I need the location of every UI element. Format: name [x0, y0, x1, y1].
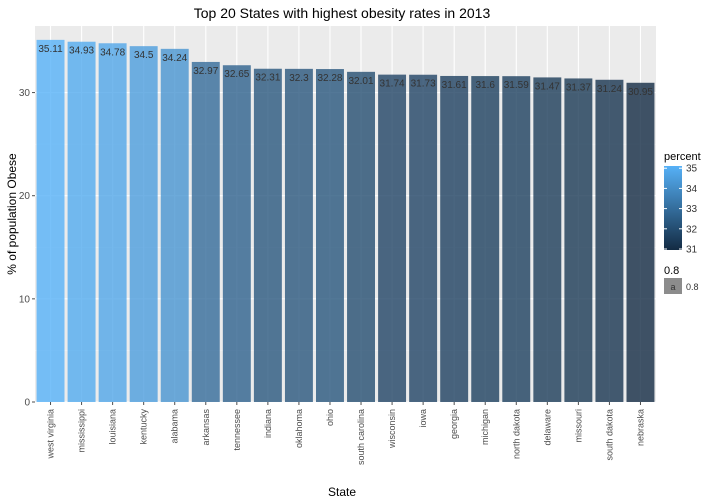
bar-value-label: 34.5 — [134, 50, 154, 61]
bar-value-label: 32.97 — [193, 66, 218, 77]
y-tick-label: 10 — [19, 294, 31, 305]
x-tick-label: nebraska — [635, 409, 645, 446]
x-tick-label: alabama — [170, 409, 180, 444]
y-tick-label: 0 — [24, 398, 30, 409]
bar-value-label: 31.74 — [380, 79, 405, 90]
bar — [36, 39, 65, 403]
x-tick-label: south carolina — [356, 409, 366, 465]
x-tick-label: indiana — [263, 409, 273, 438]
color-legend-bar — [664, 166, 682, 250]
x-tick-label: michigan — [480, 409, 490, 445]
bar-value-label: 32.28 — [317, 73, 342, 84]
color-legend-label: 31 — [686, 244, 698, 255]
x-tick-label: wisconsin — [387, 409, 397, 449]
value-labels: 35.11 34.93 34.78 34.5 34.24 32.97 32.65 32.31 3… — [38, 44, 653, 98]
bar — [253, 68, 282, 403]
bar-value-label: 34.93 — [69, 46, 94, 57]
bar — [564, 78, 593, 402]
bar — [222, 65, 251, 402]
x-axis: west virginia mississippi louisiana kentuck… — [46, 402, 645, 465]
x-axis-title: State — [328, 485, 356, 499]
x-tick-label: tennessee — [232, 409, 242, 451]
alpha-legend-key — [664, 278, 682, 294]
bars — [36, 39, 655, 403]
alpha-legend-label: 0.8 — [686, 282, 699, 292]
bar — [409, 74, 438, 402]
alpha-legend-title: 0.8 — [664, 265, 679, 277]
y-tick-label: 30 — [19, 88, 31, 99]
bar-value-label: 31.24 — [597, 84, 622, 95]
chart-title: Top 20 States with highest obesity rates… — [194, 5, 491, 21]
bar — [347, 71, 375, 402]
bar-value-label: 34.24 — [162, 53, 187, 64]
x-tick-label: arkansas — [201, 409, 211, 446]
y-tick-label: 20 — [19, 191, 31, 202]
x-tick-label: georgia — [449, 409, 459, 439]
x-tick-label: louisiana — [108, 409, 118, 445]
bar-value-label: 34.78 — [100, 47, 125, 58]
bar — [129, 46, 158, 403]
color-legend-label: 34 — [686, 184, 698, 195]
color-legend-label: 33 — [686, 204, 698, 215]
x-tick-label: kentucky — [139, 409, 149, 445]
bar-value-label: 32.31 — [255, 73, 280, 84]
bar — [284, 68, 313, 402]
x-tick-label: delaware — [542, 409, 552, 446]
bar — [471, 76, 500, 402]
x-tick-label: west virginia — [46, 409, 56, 460]
bar-value-label: 31.6 — [475, 80, 495, 91]
bar-value-label: 32.01 — [349, 76, 374, 87]
color-legend-ticks: 31 32 33 34 35 — [664, 164, 698, 255]
bar — [316, 69, 344, 402]
y-axis: 0 10 20 30 — [19, 88, 35, 409]
bar — [160, 48, 189, 402]
bar-value-label: 30.95 — [628, 87, 653, 98]
x-tick-label: mississippi — [77, 409, 87, 453]
plot-panel — [35, 26, 656, 402]
x-tick-label: missouri — [573, 409, 583, 443]
y-axis-title: % of population Obese — [5, 153, 19, 275]
bar — [67, 41, 96, 403]
bar — [98, 43, 127, 403]
bar-value-label: 35.11 — [38, 44, 63, 55]
bar — [440, 75, 469, 403]
bar — [502, 76, 531, 402]
bar — [191, 61, 220, 403]
bar-value-label: 31.47 — [535, 81, 560, 92]
legend: percent 31 32 33 34 35 0.8 a 0.8 — [664, 151, 701, 294]
x-tick-label: north dakota — [511, 409, 521, 459]
bar — [626, 82, 655, 402]
bar — [533, 77, 562, 403]
bar-value-label: 31.61 — [442, 80, 467, 91]
alpha-legend-key-text: a — [670, 282, 675, 292]
x-tick-label: south dakota — [604, 409, 614, 461]
x-tick-label: iowa — [418, 409, 428, 428]
color-legend-title: percent — [664, 151, 701, 163]
bar-value-label: 31.59 — [504, 80, 529, 91]
bar-value-label: 32.3 — [289, 73, 309, 84]
x-tick-label: ohio — [325, 409, 335, 426]
bar — [378, 74, 407, 402]
bar-value-label: 31.37 — [566, 82, 591, 93]
bar-value-label: 32.65 — [224, 69, 249, 80]
color-legend-label: 35 — [686, 164, 698, 175]
bar-value-label: 31.73 — [411, 79, 436, 90]
x-tick-label: oklahoma — [294, 409, 304, 448]
color-legend-label: 32 — [686, 224, 698, 235]
bar — [595, 79, 624, 403]
